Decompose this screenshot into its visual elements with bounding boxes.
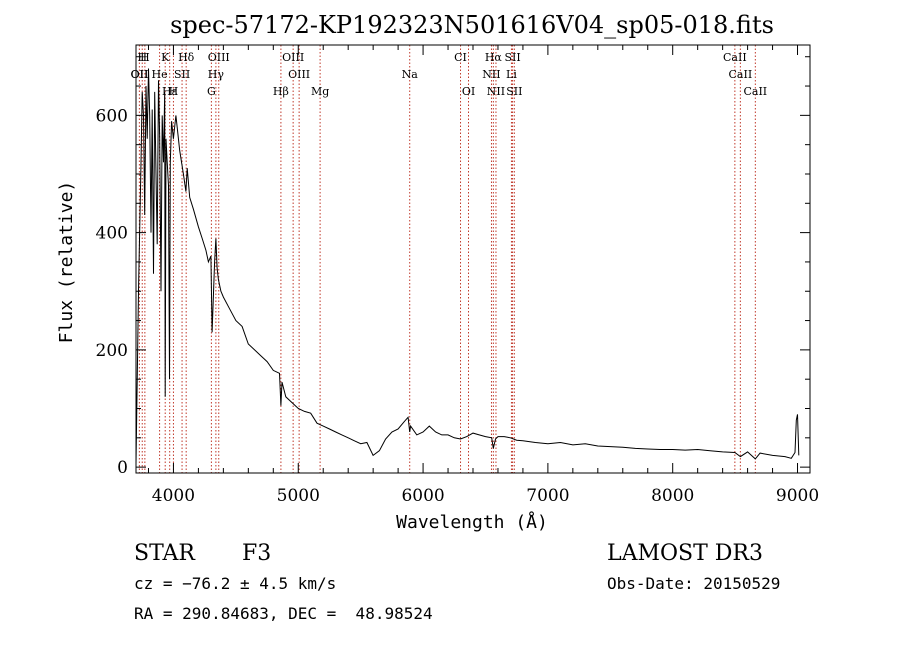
x-tick-label: 9000 [776, 486, 819, 506]
survey-name: LAMOST DR3 [607, 541, 763, 566]
line-label: He [152, 68, 168, 81]
line-label: Hβ [273, 85, 289, 98]
y-tick-label: 600 [96, 106, 128, 126]
x-tick-label: 5000 [277, 486, 320, 506]
line-label: OIII [288, 68, 310, 81]
line-label: OII [131, 68, 149, 81]
line-label: H [137, 51, 147, 64]
line-label: CI [454, 51, 467, 64]
line-label: SII [504, 51, 520, 64]
line-label: NII [487, 85, 505, 98]
line-label: OII [131, 68, 149, 81]
line-label: Hα [485, 51, 503, 64]
line-label: Na [402, 68, 419, 81]
y-axis: 0 200 400 600 [96, 56, 810, 478]
line-label: OIII [208, 51, 230, 64]
line-label: Mg [311, 85, 329, 98]
x-axis-label: Wavelength (Å) [396, 511, 548, 533]
x-tick-label: 8000 [651, 486, 694, 506]
line-label: SII [506, 85, 522, 98]
line-label: OI [462, 85, 475, 98]
line-label: H [169, 85, 179, 98]
y-tick-label: 400 [96, 224, 128, 244]
y-tick-label: 200 [96, 341, 128, 361]
coordinates: RA = 290.84683, DEC = 48.98524 [134, 604, 433, 623]
y-tick-label: 0 [117, 458, 128, 478]
object-class: STAR [134, 541, 196, 566]
line-label: CaII [723, 51, 747, 64]
line-label: Hε [162, 85, 178, 98]
line-label: Li [506, 68, 517, 81]
x-tick-label: 7000 [526, 486, 569, 506]
line-label: OIII [282, 51, 304, 64]
velocity: cz = −76.2 ± 4.5 km/s [134, 574, 336, 593]
x-tick-label: 6000 [401, 486, 444, 506]
x-tick-label: 4000 [152, 486, 195, 506]
line-markers [138, 45, 756, 473]
line-label: Hγ [208, 68, 225, 81]
line-label: H [140, 51, 150, 64]
line-label: CaII [743, 85, 767, 98]
line-label: K [161, 51, 170, 64]
plot-frame [135, 44, 811, 474]
spectrum-line [135, 68, 800, 465]
chart-title: spec-57172-KP192323N501616V04_sp05-018.f… [170, 11, 774, 39]
line-label: NII [482, 68, 500, 81]
x-axis: 4000 5000 6000 7000 8000 9000 [147, 45, 819, 506]
subclass: F3 [242, 541, 271, 566]
line-label: Hδ [178, 51, 195, 64]
y-axis-label: Flux (relative) [56, 181, 77, 344]
line-label: SII [174, 68, 190, 81]
line-label: G [207, 85, 216, 98]
obs-date: Obs-Date: 20150529 [607, 574, 780, 593]
line-label: CaII [729, 68, 753, 81]
